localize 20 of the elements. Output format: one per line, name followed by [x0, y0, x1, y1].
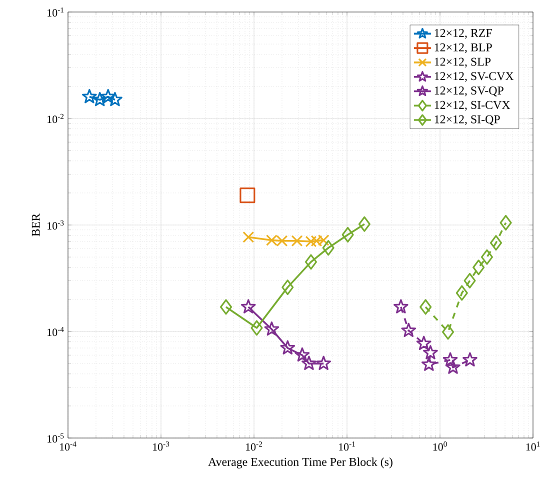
y-tick-label: 10$^{-3}$ [48, 220, 64, 230]
legend-label: 12×12, SV-CVX [434, 72, 514, 82]
y-tick-label: 10$^{-1}$ [48, 7, 64, 17]
x-tick-label: 10$^{-2}$ [246, 442, 262, 451]
x-tick-label: 10$^{-1}$ [339, 442, 355, 451]
x-axis-title: Average Execution Time Per Block (s) [208, 458, 392, 468]
legend-label: 12×12, RZF [434, 28, 492, 39]
y-tick-label: 10$^{-2}$ [48, 114, 64, 124]
x-tick-label: 10$^{-4}$ [60, 442, 76, 451]
x-tick-label: 10$^{-3}$ [153, 442, 170, 451]
y-tick-label: 10$^{-5}$ [48, 433, 64, 443]
legend-label: 12×12, SI-CVX [434, 100, 510, 111]
x-tick-label: 10$^{0}$ [433, 442, 447, 451]
x-tick-label: 10$^{1}$ [526, 442, 540, 451]
y-axis-title: BER [32, 213, 40, 236]
legend-label: 12×12, SV-QP [434, 86, 504, 96]
legend-label: 12×12, SLP [434, 58, 491, 68]
legend-label: 12×12, BLP [434, 43, 492, 54]
y-tick-label: 10$^{-4}$ [48, 326, 64, 336]
legend-label: 12×12, SI-QP [434, 115, 500, 126]
